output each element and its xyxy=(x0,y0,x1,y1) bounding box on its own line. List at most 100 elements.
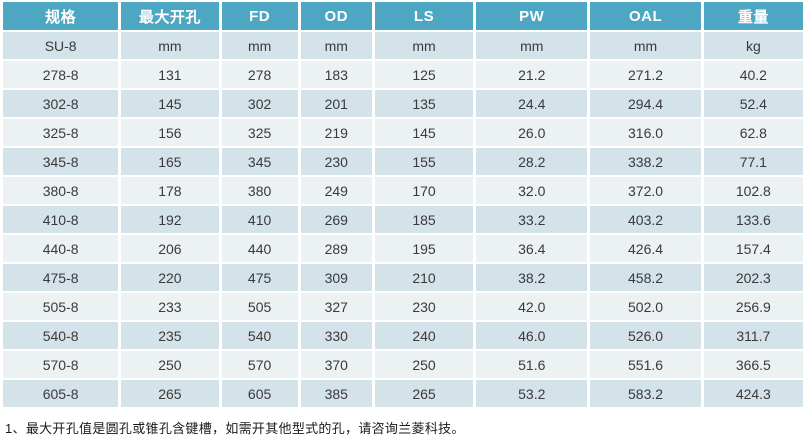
value-cell: 271.2 xyxy=(590,61,701,88)
value-cell: 210 xyxy=(374,264,474,291)
value-cell: 201 xyxy=(300,90,372,117)
value-cell: 233 xyxy=(121,293,219,320)
value-cell: 325 xyxy=(221,119,298,146)
value-cell: 294.4 xyxy=(590,90,701,117)
value-cell: mm xyxy=(590,32,701,59)
value-cell: 33.2 xyxy=(476,206,588,233)
value-cell: 155 xyxy=(374,148,474,175)
value-cell: mm xyxy=(476,32,588,59)
value-cell: 605 xyxy=(221,380,298,407)
value-cell: mm xyxy=(374,32,474,59)
value-cell: 249 xyxy=(300,177,372,204)
table-row: 605-8 265 605 385 265 53.2 583.2 424.3 xyxy=(3,380,803,407)
value-cell: mm xyxy=(221,32,298,59)
spec-cell: 570-8 xyxy=(3,351,119,378)
units-row: SU-8 mm mm mm mm mm mm kg xyxy=(3,32,803,59)
table-row: 570-8 250 570 370 250 51.6 551.6 366.5 xyxy=(3,351,803,378)
value-cell: 410 xyxy=(221,206,298,233)
spec-cell: 605-8 xyxy=(3,380,119,407)
column-header-fd: FD xyxy=(221,2,298,30)
value-cell: 53.2 xyxy=(476,380,588,407)
value-cell: 135 xyxy=(374,90,474,117)
table-row: 278-8 131 278 183 125 21.2 271.2 40.2 xyxy=(3,61,803,88)
table-row: 475-8 220 475 309 210 38.2 458.2 202.3 xyxy=(3,264,803,291)
value-cell: 36.4 xyxy=(476,235,588,262)
value-cell: 265 xyxy=(121,380,219,407)
value-cell: 220 xyxy=(121,264,219,291)
value-cell: 195 xyxy=(374,235,474,262)
value-cell: 385 xyxy=(300,380,372,407)
table-row: 380-8 178 380 249 170 32.0 372.0 102.8 xyxy=(3,177,803,204)
value-cell: 475 xyxy=(221,264,298,291)
value-cell: mm xyxy=(300,32,372,59)
column-header-pw: PW xyxy=(476,2,588,30)
value-cell: 145 xyxy=(374,119,474,146)
value-cell: 526.0 xyxy=(590,322,701,349)
value-cell: 327 xyxy=(300,293,372,320)
value-cell: 77.1 xyxy=(703,148,803,175)
value-cell: 583.2 xyxy=(590,380,701,407)
value-cell: 32.0 xyxy=(476,177,588,204)
value-cell: 540 xyxy=(221,322,298,349)
value-cell: 133.6 xyxy=(703,206,803,233)
value-cell: 52.4 xyxy=(703,90,803,117)
value-cell: 235 xyxy=(121,322,219,349)
spec-cell: 325-8 xyxy=(3,119,119,146)
value-cell: 316.0 xyxy=(590,119,701,146)
value-cell: 185 xyxy=(374,206,474,233)
value-cell: 102.8 xyxy=(703,177,803,204)
table-row: 325-8 156 325 219 145 26.0 316.0 62.8 xyxy=(3,119,803,146)
table-row: 345-8 165 345 230 155 28.2 338.2 77.1 xyxy=(3,148,803,175)
value-cell: 311.7 xyxy=(703,322,803,349)
spec-cell: 380-8 xyxy=(3,177,119,204)
value-cell: 302 xyxy=(221,90,298,117)
value-cell: 502.0 xyxy=(590,293,701,320)
value-cell: 192 xyxy=(121,206,219,233)
value-cell: 403.2 xyxy=(590,206,701,233)
value-cell: 156 xyxy=(121,119,219,146)
value-cell: 370 xyxy=(300,351,372,378)
value-cell: 165 xyxy=(121,148,219,175)
spec-cell: SU-8 xyxy=(3,32,119,59)
table-body: SU-8 mm mm mm mm mm mm kg 278-8 131 278 183 125 21.2 2… xyxy=(3,32,803,407)
value-cell: 62.8 xyxy=(703,119,803,146)
value-cell: 250 xyxy=(121,351,219,378)
value-cell: 265 xyxy=(374,380,474,407)
value-cell: 157.4 xyxy=(703,235,803,262)
column-header-oal: OAL xyxy=(590,2,701,30)
value-cell: mm xyxy=(121,32,219,59)
table-row: 440-8 206 440 289 195 36.4 426.4 157.4 xyxy=(3,235,803,262)
column-header-max-bore: 最大开孔 xyxy=(121,2,219,30)
value-cell: 131 xyxy=(121,61,219,88)
column-header-od: OD xyxy=(300,2,372,30)
value-cell: 178 xyxy=(121,177,219,204)
value-cell: 338.2 xyxy=(590,148,701,175)
value-cell: 202.3 xyxy=(703,264,803,291)
spec-cell: 302-8 xyxy=(3,90,119,117)
value-cell: 145 xyxy=(121,90,219,117)
value-cell: 28.2 xyxy=(476,148,588,175)
spec-table: 规格 最大开孔 FD OD LS PW OAL 重量 SU-8 mm mm mm mm mm mm kg 27… xyxy=(3,2,803,407)
value-cell: 42.0 xyxy=(476,293,588,320)
value-cell: 230 xyxy=(300,148,372,175)
value-cell: 38.2 xyxy=(476,264,588,291)
spec-cell: 345-8 xyxy=(3,148,119,175)
table-row: 302-8 145 302 201 135 24.4 294.4 52.4 xyxy=(3,90,803,117)
value-cell: 345 xyxy=(221,148,298,175)
value-cell: 278 xyxy=(221,61,298,88)
value-cell: 46.0 xyxy=(476,322,588,349)
value-cell: 424.3 xyxy=(703,380,803,407)
value-cell: 230 xyxy=(374,293,474,320)
spec-cell: 540-8 xyxy=(3,322,119,349)
value-cell: 21.2 xyxy=(476,61,588,88)
spec-cell: 440-8 xyxy=(3,235,119,262)
value-cell: 570 xyxy=(221,351,298,378)
value-cell: 125 xyxy=(374,61,474,88)
footnote: 1、最大开孔值是圆孔或锥孔含键槽，如需开其他型式的孔，请咨询兰菱科技。 xyxy=(5,421,465,436)
value-cell: 440 xyxy=(221,235,298,262)
value-cell: 505 xyxy=(221,293,298,320)
spec-cell: 505-8 xyxy=(3,293,119,320)
value-cell: 51.6 xyxy=(476,351,588,378)
value-cell: 289 xyxy=(300,235,372,262)
value-cell: 26.0 xyxy=(476,119,588,146)
